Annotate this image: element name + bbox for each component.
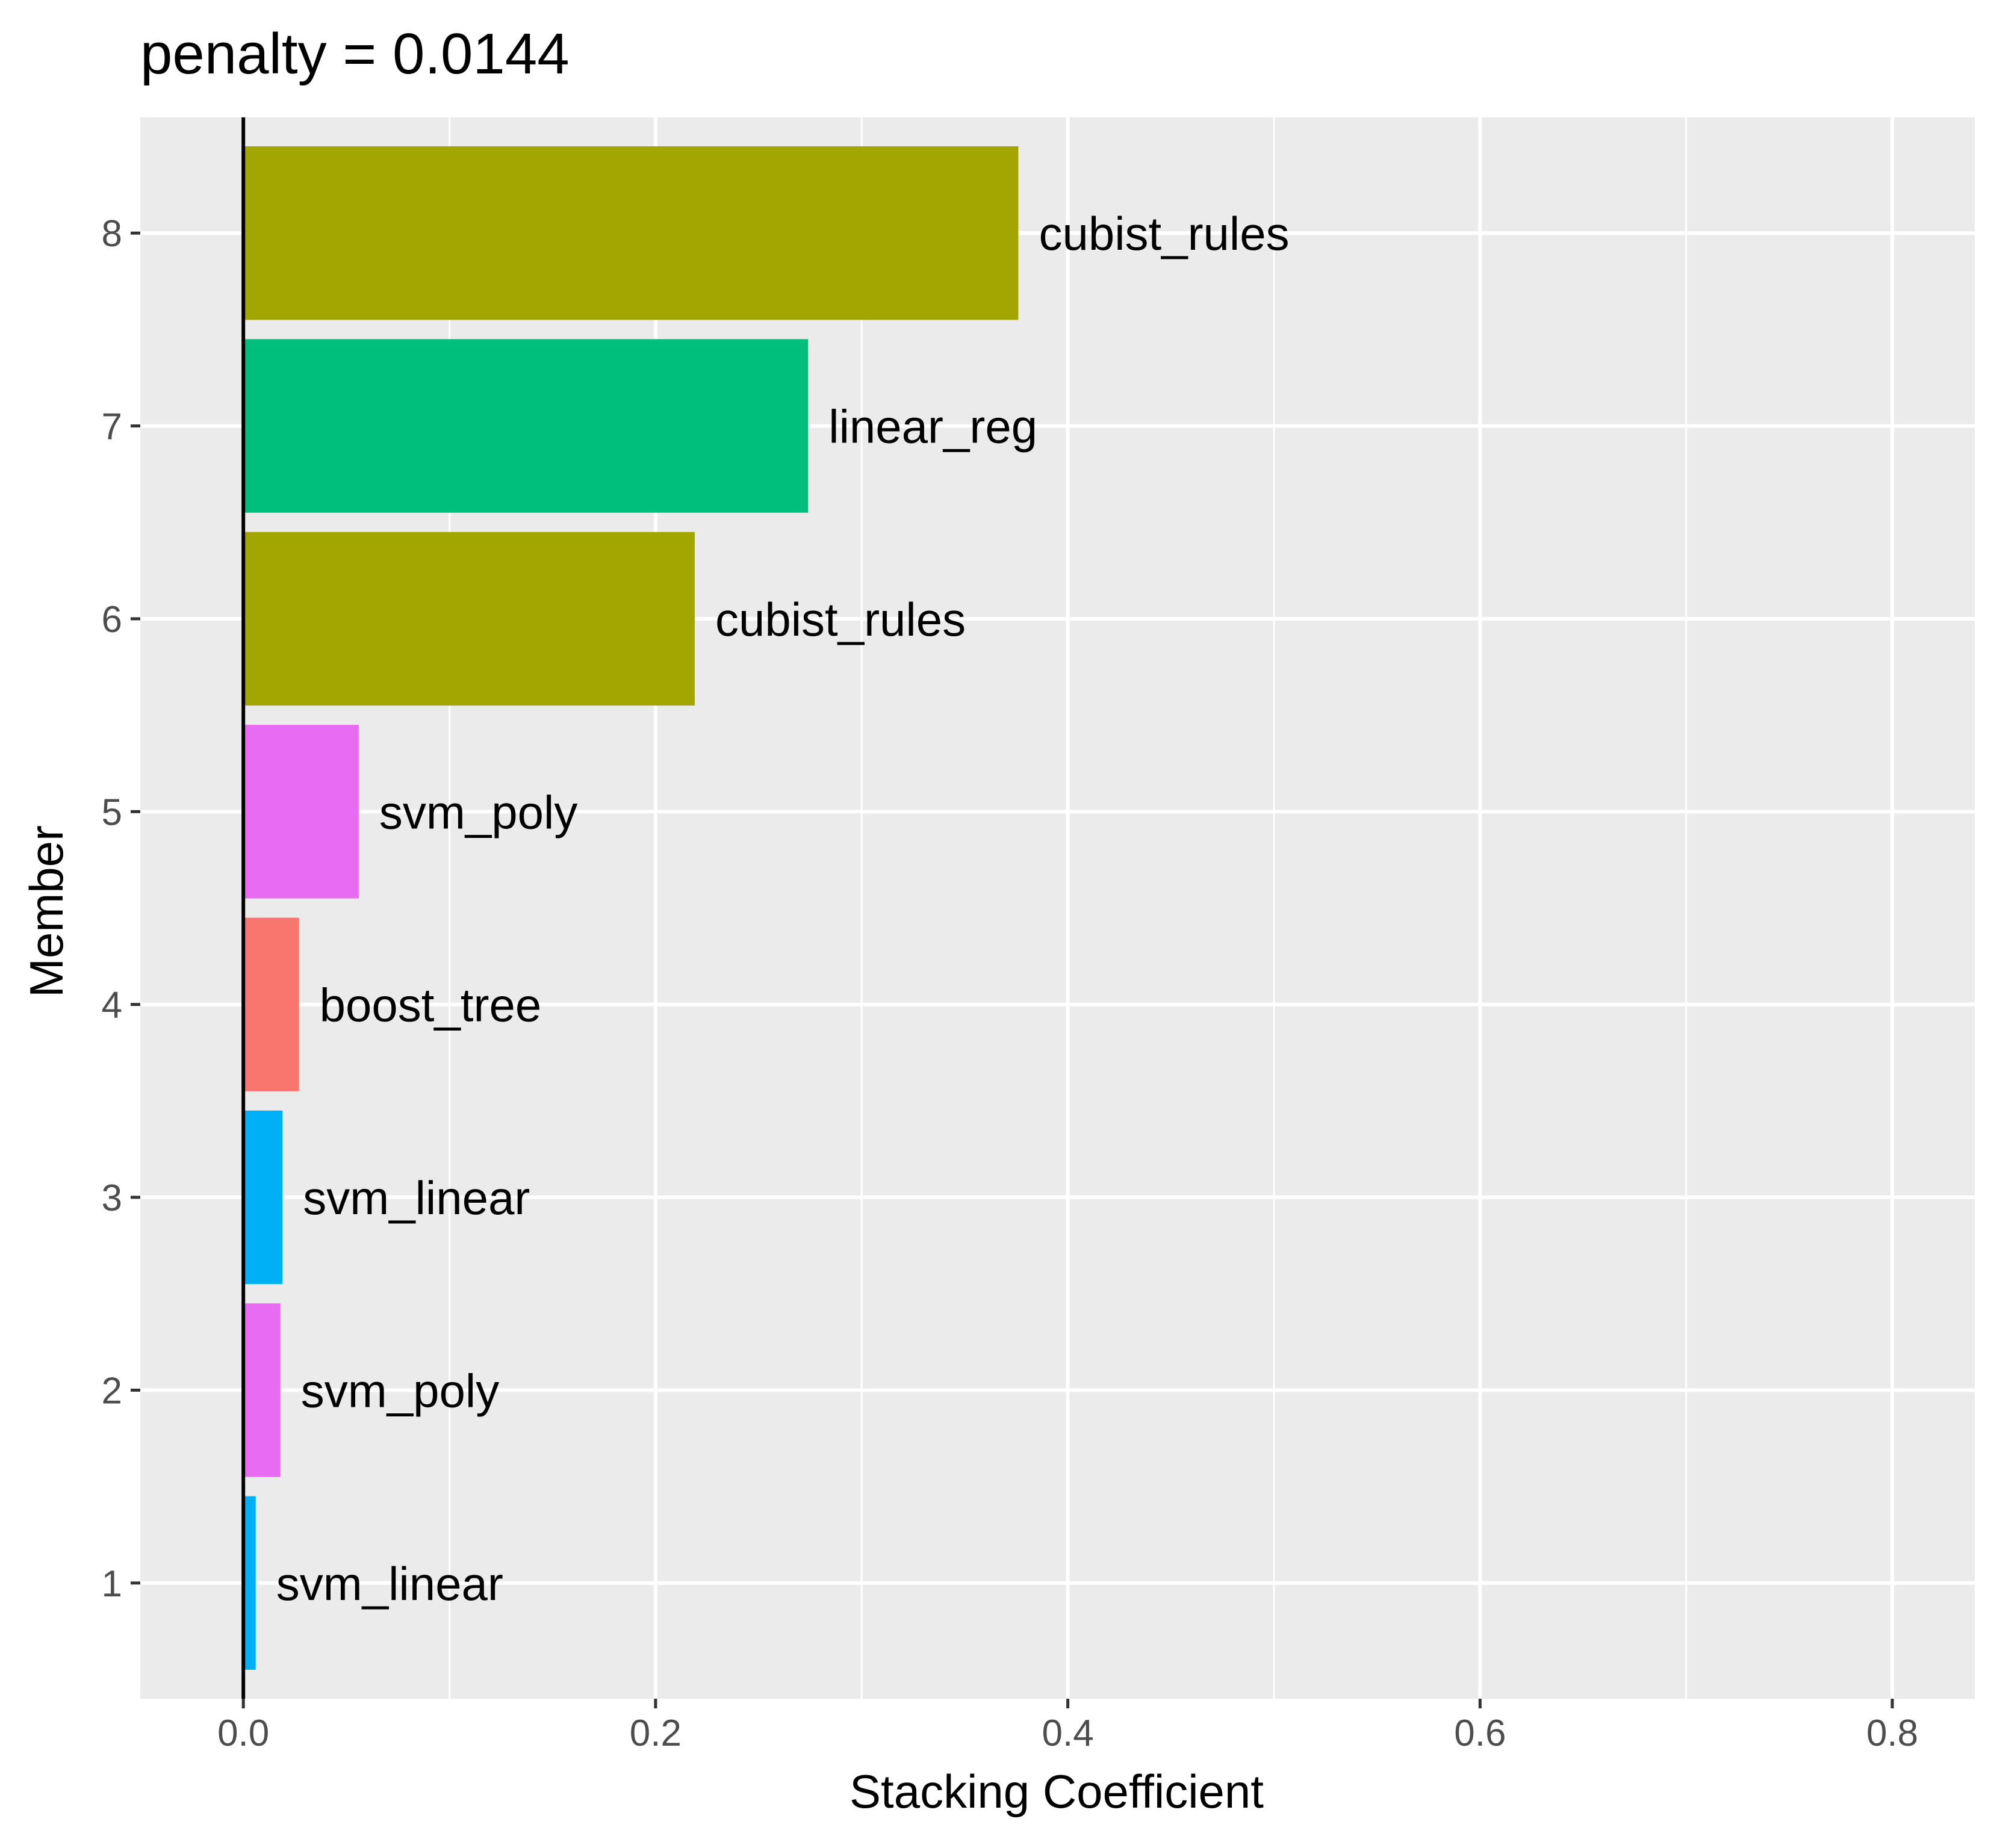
bar-label-member-5: svm_poly (379, 786, 577, 839)
y-tick-label: 2 (102, 1370, 122, 1412)
chart-title: penalty = 0.0144 (140, 22, 570, 86)
bar-label-member-7: linear_reg (828, 400, 1037, 453)
x-tick-label: 0.0 (217, 1713, 269, 1754)
y-tick-label: 7 (102, 406, 122, 448)
bar-label-member-6: cubist_rules (715, 593, 966, 646)
x-axis-title: Stacking Coefficient (850, 1765, 1264, 1818)
y-tick-label: 6 (102, 599, 122, 640)
bar-member-5 (243, 725, 359, 899)
bar-label-member-1: svm_linear (276, 1557, 503, 1610)
bar-member-6 (243, 532, 695, 706)
bar-member-8 (243, 146, 1019, 320)
y-tick-label: 5 (102, 792, 122, 833)
y-tick-label: 8 (102, 213, 122, 255)
x-tick-label: 0.6 (1454, 1713, 1506, 1754)
x-tick-label: 0.8 (1866, 1713, 1918, 1754)
x-axis: 0.0 0.2 0.4 0.6 0.8 (217, 1699, 1918, 1754)
bar-member-7 (243, 339, 809, 513)
bar-label-member-3: svm_linear (303, 1171, 530, 1224)
y-tick-label: 3 (102, 1177, 122, 1219)
bar-labels: svm_linearsvm_polysvm_linearboost_treesv… (276, 207, 1290, 1610)
x-tick-label: 0.2 (630, 1713, 682, 1754)
y-axis-title: Member (20, 825, 73, 997)
y-tick-label: 1 (102, 1563, 122, 1605)
bar-member-4 (243, 917, 299, 1091)
bar-member-1 (243, 1496, 256, 1670)
bar-member-2 (243, 1303, 281, 1477)
x-tick-label: 0.4 (1042, 1713, 1094, 1754)
bar-label-member-8: cubist_rules (1039, 207, 1289, 260)
y-axis: 1 2 3 4 5 6 7 8 (102, 213, 140, 1605)
bar-label-member-2: svm_poly (301, 1364, 499, 1417)
bar-label-member-4: boost_tree (320, 979, 542, 1032)
bars (243, 146, 1019, 1670)
bar-member-3 (243, 1110, 283, 1285)
y-tick-label: 4 (102, 985, 122, 1026)
